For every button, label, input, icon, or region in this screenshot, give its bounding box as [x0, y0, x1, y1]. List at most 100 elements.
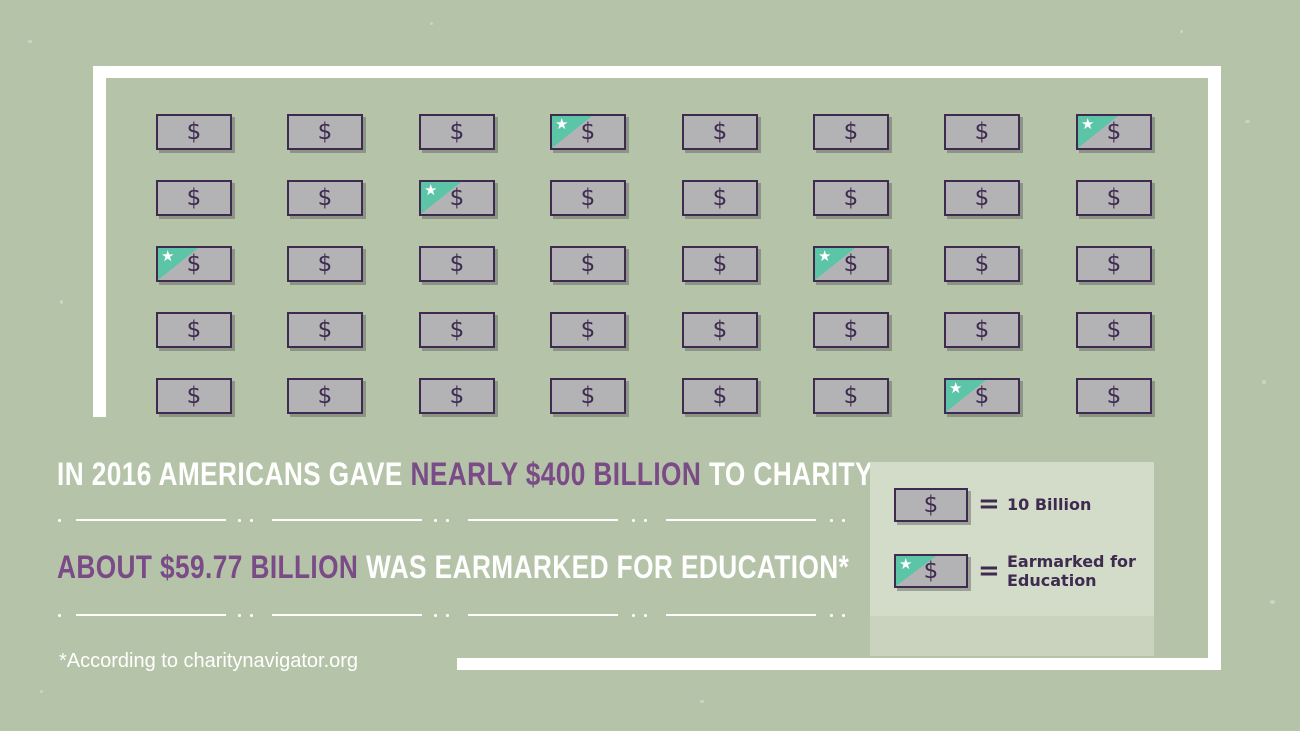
- dollar-sign-icon: $: [449, 317, 465, 343]
- earmark-corner-icon: [421, 182, 461, 214]
- dollar-sign-icon: $: [843, 251, 859, 277]
- dollar-sign-icon: $: [186, 185, 202, 211]
- bill-icon: $: [1076, 180, 1152, 216]
- dollar-sign-icon: $: [580, 383, 596, 409]
- dollar-sign-icon: $: [712, 317, 728, 343]
- bill-icon: $: [419, 378, 495, 414]
- dollar-sign-icon: $: [923, 492, 939, 518]
- star-icon: ★: [424, 181, 438, 199]
- headline-highlight-education: ABOUT $59.77 BILLION: [57, 549, 359, 585]
- legend-bill-icon: $: [894, 488, 968, 522]
- dollar-sign-icon: $: [580, 251, 596, 277]
- earmark-corner-icon: [815, 248, 855, 280]
- earmark-corner-icon: [946, 380, 986, 412]
- legend-earmarked-bill-icon: ★ $: [894, 554, 968, 588]
- dollar-sign-icon: $: [843, 185, 859, 211]
- bill-icon: $: [944, 114, 1020, 150]
- headline-suffix: TO CHARITY: [701, 456, 873, 492]
- dollar-sign-icon: $: [843, 383, 859, 409]
- bill-icon: $: [944, 246, 1020, 282]
- bill-icon: $: [682, 312, 758, 348]
- bill-icon: $: [156, 378, 232, 414]
- earmark-corner-icon: [552, 116, 592, 148]
- earmark-corner-icon: [896, 556, 936, 586]
- dollar-sign-icon: $: [712, 383, 728, 409]
- dollar-sign-icon: $: [449, 251, 465, 277]
- dollar-sign-icon: $: [712, 185, 728, 211]
- bill-icon: $: [944, 312, 1020, 348]
- bill-icon: $: [813, 312, 889, 348]
- bill-icon: $: [813, 378, 889, 414]
- dollar-sign-icon: $: [186, 251, 202, 277]
- dollar-sign-icon: $: [449, 383, 465, 409]
- bill-icon: $: [287, 246, 363, 282]
- bill-icon: $: [682, 378, 758, 414]
- legend-bill-label: 10 Billion: [1007, 495, 1092, 514]
- legend-equals-sign: =: [978, 489, 1000, 519]
- dollar-sign-icon: $: [317, 383, 333, 409]
- bill-icon: $: [1076, 378, 1152, 414]
- dollar-sign-icon: $: [923, 558, 939, 584]
- earmarked-bill-icon: ★ $: [156, 246, 232, 282]
- dollar-sign-icon: $: [580, 317, 596, 343]
- legend-earmark-label-line1: Earmarked for: [1007, 552, 1136, 571]
- dollar-sign-icon: $: [449, 119, 465, 145]
- bill-icon: $: [419, 312, 495, 348]
- legend-box: $ = 10 Billion ★ $ = Earmarked for Educa…: [870, 462, 1154, 656]
- bill-icon: $: [287, 378, 363, 414]
- bill-icon: $: [287, 180, 363, 216]
- bill-icon: $: [682, 114, 758, 150]
- dotted-divider-2: [58, 612, 858, 618]
- bill-icon: $: [550, 180, 626, 216]
- dollar-sign-icon: $: [186, 383, 202, 409]
- dollar-sign-icon: $: [317, 251, 333, 277]
- dollar-sign-icon: $: [1106, 383, 1122, 409]
- star-icon: ★: [949, 379, 963, 397]
- bill-icon: $: [550, 378, 626, 414]
- dollar-sign-icon: $: [974, 317, 990, 343]
- dollar-sign-icon: $: [712, 251, 728, 277]
- dollar-sign-icon: $: [1106, 185, 1122, 211]
- headline-education-giving: ABOUT $59.77 BILLION WAS EARMARKED FOR E…: [57, 549, 849, 586]
- bill-icon: $: [419, 246, 495, 282]
- dollar-sign-icon: $: [186, 119, 202, 145]
- earmarked-bill-icon: ★ $: [419, 180, 495, 216]
- bill-icon: $: [419, 114, 495, 150]
- earmark-corner-icon: [158, 248, 198, 280]
- dollar-sign-icon: $: [317, 119, 333, 145]
- source-footnote: *According to charitynavigator.org: [59, 650, 359, 672]
- dollar-sign-icon: $: [843, 317, 859, 343]
- headline-total-giving: IN 2016 AMERICANS GAVE NEARLY $400 BILLI…: [57, 456, 873, 493]
- bill-icon: $: [944, 180, 1020, 216]
- legend-earmark-label-line2: Education: [1007, 571, 1097, 590]
- star-icon: ★: [899, 555, 913, 573]
- headline-suffix-education: WAS EARMARKED FOR EDUCATION*: [358, 549, 850, 585]
- star-icon: ★: [818, 247, 832, 265]
- headline-prefix: IN 2016 AMERICANS GAVE: [57, 456, 411, 492]
- bill-icon: $: [682, 180, 758, 216]
- earmarked-bill-icon: ★ $: [944, 378, 1020, 414]
- headline-highlight-total: NEARLY $400 BILLION: [410, 456, 702, 492]
- dollar-sign-icon: $: [974, 383, 990, 409]
- bill-icon: $: [813, 180, 889, 216]
- dollar-sign-icon: $: [580, 119, 596, 145]
- dollar-sign-icon: $: [580, 185, 596, 211]
- bill-icon: $: [1076, 246, 1152, 282]
- dollar-sign-icon: $: [974, 185, 990, 211]
- dollar-sign-icon: $: [1106, 251, 1122, 277]
- dollar-sign-icon: $: [317, 185, 333, 211]
- dollar-sign-icon: $: [449, 185, 465, 211]
- dollar-sign-icon: $: [186, 317, 202, 343]
- star-icon: ★: [555, 115, 569, 133]
- legend-bottom-strip: [870, 616, 1154, 656]
- dollar-sign-icon: $: [974, 119, 990, 145]
- star-icon: ★: [161, 247, 175, 265]
- dollar-sign-icon: $: [712, 119, 728, 145]
- star-icon: ★: [1081, 115, 1095, 133]
- bill-icon: $: [813, 114, 889, 150]
- dollar-sign-icon: $: [974, 251, 990, 277]
- earmarked-bill-icon: ★ $: [550, 114, 626, 150]
- bill-icon: $: [682, 246, 758, 282]
- bill-icon: $: [156, 114, 232, 150]
- bill-icon: $: [1076, 312, 1152, 348]
